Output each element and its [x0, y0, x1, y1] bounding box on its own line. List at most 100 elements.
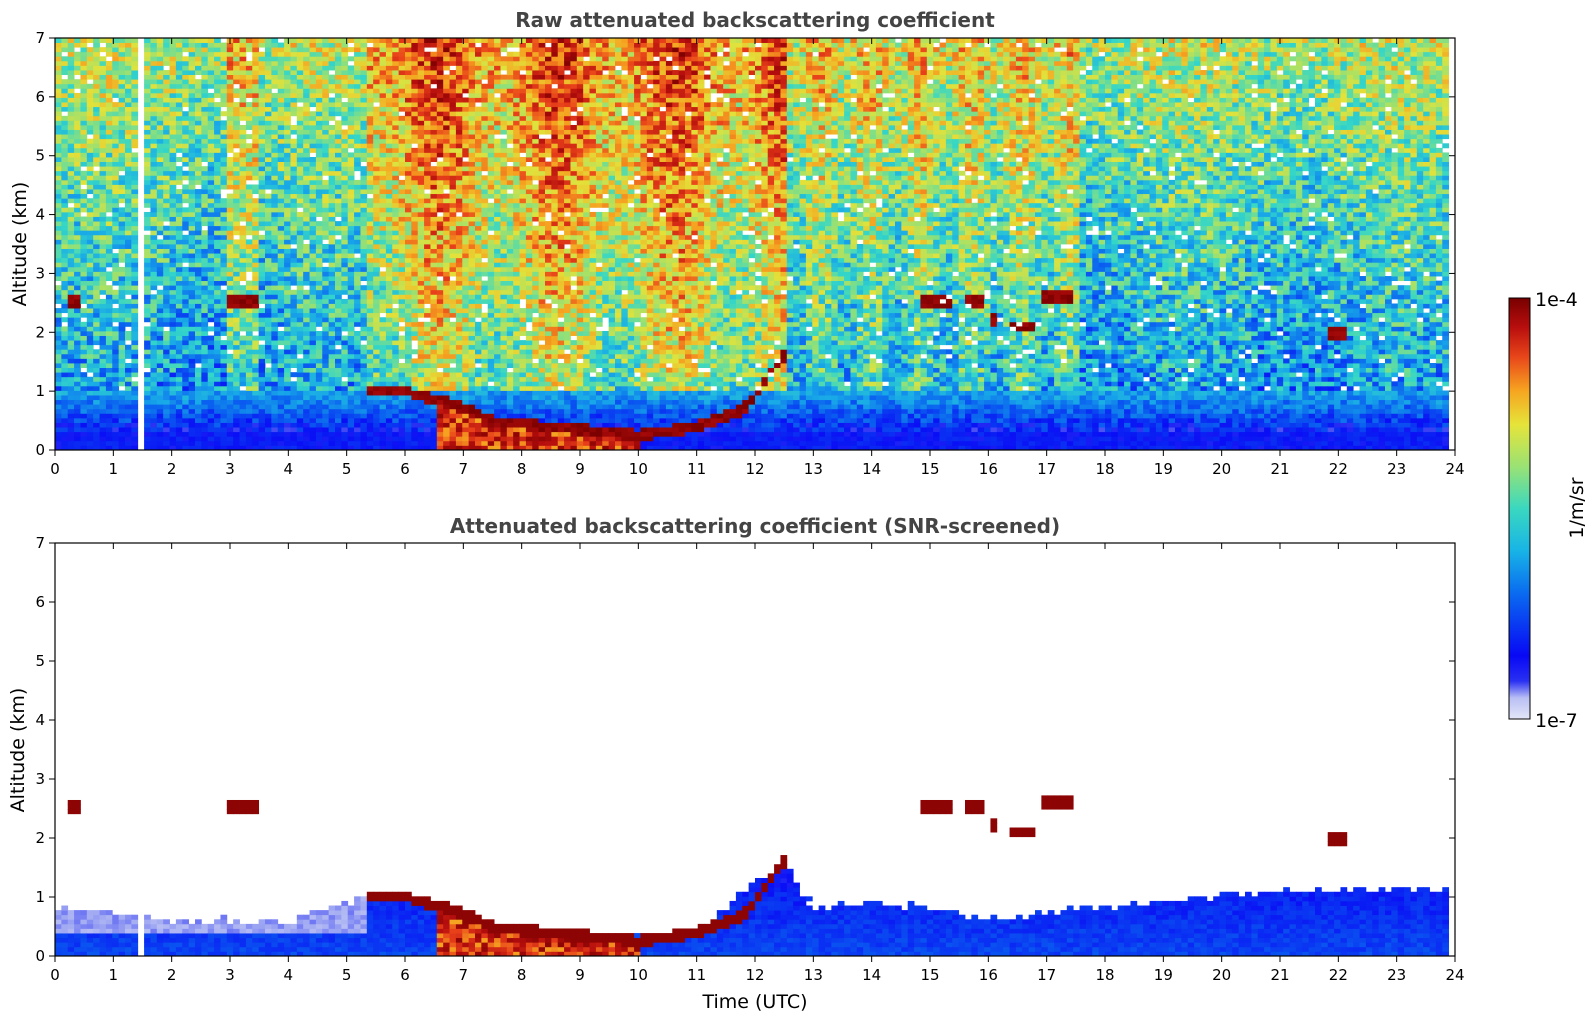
heatmap-cell [239, 51, 247, 57]
heatmap-cell [252, 422, 260, 428]
heatmap-cell [385, 211, 393, 217]
heatmap-cell [258, 413, 266, 419]
heatmap-cell [309, 221, 317, 227]
heatmap-cell [93, 248, 100, 254]
heatmap-cell [392, 207, 400, 213]
heatmap-cell [284, 248, 291, 254]
heatmap-cell [175, 276, 183, 282]
heatmap-cell [417, 179, 425, 185]
heatmap-cell [303, 376, 310, 382]
heatmap-cell [144, 422, 151, 428]
heatmap-cell [112, 417, 120, 423]
heatmap-cell [207, 47, 215, 53]
heatmap-cell [335, 395, 342, 401]
heatmap-cell [201, 363, 209, 368]
heatmap-cell [385, 42, 393, 48]
heatmap-cell [220, 330, 228, 336]
heatmap-cell [226, 317, 234, 323]
heatmap-cell [118, 189, 126, 195]
heatmap-cell [290, 353, 298, 359]
heatmap-cell [239, 276, 247, 282]
heatmap-cell [315, 422, 323, 428]
heatmap-cell [411, 253, 419, 259]
heatmap-cell [328, 413, 336, 419]
heatmap-cell [169, 234, 177, 240]
heatmap-cell [335, 79, 342, 85]
heatmap-cell [118, 92, 126, 98]
heatmap-cell [405, 74, 412, 80]
heatmap-cell [169, 445, 177, 450]
heatmap-cell [341, 202, 349, 208]
heatmap-cell [296, 47, 304, 53]
heatmap-cell [195, 395, 202, 401]
heatmap-cell [118, 340, 126, 346]
heatmap-cell [86, 124, 94, 130]
heatmap-cell [284, 230, 291, 236]
heatmap-cell [411, 445, 419, 450]
heatmap-cell [220, 363, 228, 368]
heatmap-cell [417, 330, 425, 336]
heatmap-cell [188, 179, 196, 185]
heatmap-cell [335, 138, 342, 144]
heatmap-cell [93, 266, 100, 272]
heatmap-cell [271, 175, 279, 181]
heatmap-cell [195, 147, 202, 153]
heatmap-cell [93, 157, 100, 162]
heatmap-cell [265, 395, 272, 401]
heatmap-cell [99, 436, 107, 442]
heatmap-cell [424, 436, 431, 442]
heatmap-cell [379, 166, 387, 172]
heatmap-cell [86, 74, 94, 80]
heatmap-cell [360, 202, 368, 208]
heatmap-cell [80, 111, 88, 117]
heatmap-cell [252, 399, 260, 405]
heatmap-cell [61, 134, 69, 140]
heatmap-cell [150, 170, 158, 176]
heatmap-cell [99, 280, 107, 286]
heatmap-cell [67, 381, 75, 387]
heatmap-cell [411, 440, 419, 446]
heatmap-cell [226, 147, 234, 153]
heatmap-cell [175, 170, 183, 176]
heatmap-cell [207, 207, 215, 213]
heatmap-cell [156, 408, 164, 414]
heatmap-cell [328, 390, 336, 396]
heatmap-cell [284, 157, 291, 162]
heatmap-cell [207, 413, 215, 419]
heatmap-cell [169, 79, 177, 85]
heatmap-cell [182, 129, 190, 135]
heatmap-cell [411, 335, 419, 341]
heatmap-cell [188, 276, 196, 282]
heatmap-cell [379, 225, 387, 231]
heatmap-cell [201, 189, 209, 195]
heatmap-cell [67, 285, 75, 291]
heatmap-cell [131, 417, 139, 423]
heatmap-cell [245, 385, 253, 391]
heatmap-cell [284, 175, 291, 181]
heatmap-cell [271, 97, 279, 103]
heatmap-cell [354, 193, 361, 199]
heatmap-cell [322, 198, 330, 204]
heatmap-cell [55, 417, 62, 423]
heatmap-cell [99, 129, 107, 135]
heatmap-cell [309, 404, 317, 410]
heatmap-cell [322, 234, 330, 240]
heatmap-cell [163, 399, 170, 405]
heatmap-cell [303, 294, 310, 300]
heatmap-cell [55, 431, 62, 437]
heatmap-cell [322, 170, 330, 176]
heatmap-cell [74, 363, 81, 368]
heatmap-cell [245, 335, 253, 341]
heatmap-cell [125, 207, 132, 213]
heatmap-cell [169, 60, 177, 66]
heatmap-cell [175, 47, 183, 53]
heatmap-cell [144, 440, 151, 446]
heatmap-cell [354, 138, 361, 144]
heatmap-cell [379, 38, 387, 43]
heatmap-cell [169, 74, 177, 80]
heatmap-cell [392, 340, 400, 346]
heatmap-cell [245, 326, 253, 332]
heatmap-cell [347, 207, 355, 213]
heatmap-cell [284, 211, 291, 217]
